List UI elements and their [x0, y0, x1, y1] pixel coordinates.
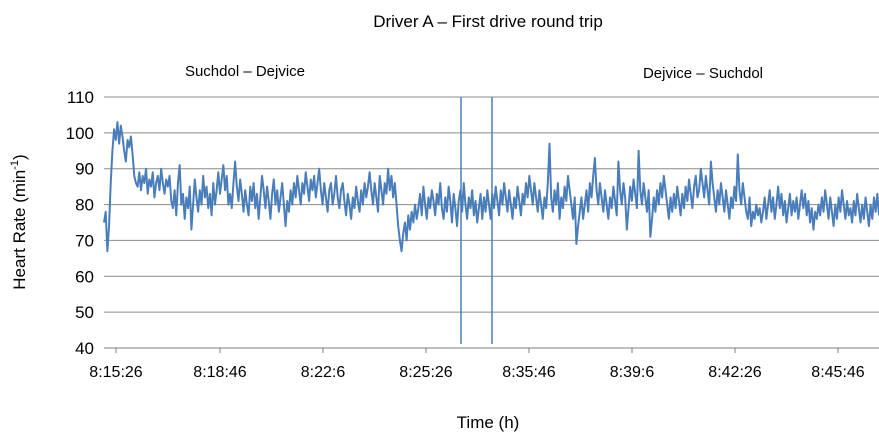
y-tick-label-40: 40 [75, 339, 94, 358]
y-axis-label-sup: -1 [9, 160, 21, 170]
chart-title: Driver A – First drive round trip [373, 12, 603, 31]
y-tick-label-90: 90 [75, 160, 94, 179]
x-tick-label-5: 8:39:6 [610, 364, 655, 381]
x-tick-label-3: 8:25:26 [399, 364, 452, 381]
y-axis-label: Heart Rate (min-1) [9, 154, 29, 289]
x-tick-label-0: 8:15:26 [89, 364, 142, 381]
y-tick-label-100: 100 [66, 124, 94, 143]
x-tick-label-7: 8:45:46 [811, 364, 864, 381]
y-tick-label-50: 50 [75, 303, 94, 322]
segment-label-outbound: Suchdol – Dejvice [185, 63, 305, 80]
y-tick-label-60: 60 [75, 267, 94, 286]
x-tick-label-6: 8:42:26 [708, 364, 761, 381]
x-tick-label-2: 8:22:6 [301, 364, 346, 381]
x-tick-label-1: 8:18:46 [193, 364, 246, 381]
y-axis-label-main: Heart Rate (min [10, 170, 29, 290]
y-tick-label-110: 110 [67, 88, 94, 107]
heart-rate-series-line [103, 121, 879, 253]
x-tick-label-4: 8:35:46 [502, 364, 555, 381]
y-tick-label-70: 70 [75, 231, 94, 250]
segment-label-return: Dejvice – Suchdol [643, 65, 763, 82]
y-tick-labels: 40 50 60 70 80 90 100 110 [66, 88, 94, 358]
x-axis-label: Time (h) [457, 413, 520, 432]
segment-markers [460, 97, 493, 344]
y-axis-label-close: ) [10, 154, 29, 160]
x-tick-labels: 8:15:26 8:18:46 8:22:6 8:25:26 8:35:46 8:39:6… [89, 348, 865, 381]
y-tick-label-80: 80 [75, 196, 94, 215]
